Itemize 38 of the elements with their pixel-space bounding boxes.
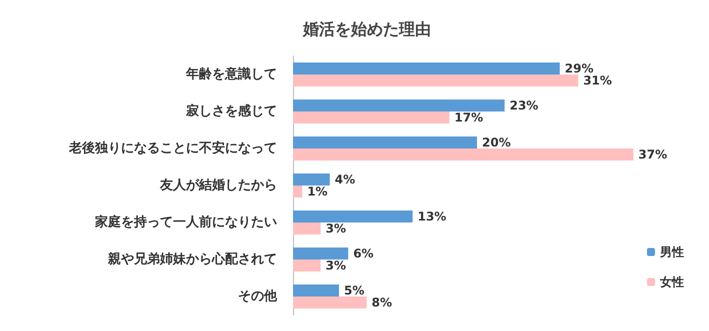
bar bbox=[293, 222, 321, 234]
data-label: 31% bbox=[583, 74, 612, 88]
bar bbox=[293, 148, 634, 160]
chart-title: 婚活を始めた理由 bbox=[302, 20, 431, 38]
bar bbox=[293, 62, 560, 74]
bar bbox=[293, 186, 302, 198]
bar bbox=[293, 136, 477, 148]
bar bbox=[293, 74, 578, 86]
y-tick-label: 親や兄弟姉妹から心配されて bbox=[107, 251, 277, 267]
bar bbox=[293, 210, 413, 222]
y-tick-label: 友人が結婚したから bbox=[159, 178, 277, 193]
data-label: 5% bbox=[344, 284, 364, 298]
data-label: 20% bbox=[482, 136, 511, 150]
y-tick-label: 年齢を意識して bbox=[185, 66, 277, 82]
data-label: 37% bbox=[638, 148, 668, 162]
y-tick-label: 寂しさを感じて bbox=[185, 103, 277, 119]
data-label: 6% bbox=[353, 246, 374, 260]
bar bbox=[293, 100, 505, 112]
legend-label: 女性 bbox=[659, 275, 684, 289]
bar bbox=[293, 112, 450, 124]
y-tick-label: その他 bbox=[238, 289, 278, 304]
bar bbox=[293, 284, 339, 296]
data-label: 4% bbox=[334, 172, 356, 186]
y-tick-label: 老後独りになることに不安になって bbox=[68, 140, 277, 156]
bar bbox=[293, 260, 321, 272]
y-tick-label: 家庭を持って一人前になりたい bbox=[94, 214, 277, 230]
bar bbox=[293, 174, 330, 186]
data-label: 13% bbox=[418, 210, 446, 224]
bar bbox=[293, 296, 367, 308]
data-label: 3% bbox=[326, 222, 346, 236]
data-label: 29% bbox=[564, 62, 594, 76]
legend-label: 男性 bbox=[659, 245, 684, 259]
data-label: 17% bbox=[454, 110, 484, 124]
bar bbox=[293, 248, 348, 260]
data-label: 1% bbox=[307, 184, 328, 198]
data-label: 23% bbox=[510, 98, 538, 112]
data-label: 8% bbox=[372, 296, 392, 310]
data-label: 3% bbox=[326, 258, 346, 272]
